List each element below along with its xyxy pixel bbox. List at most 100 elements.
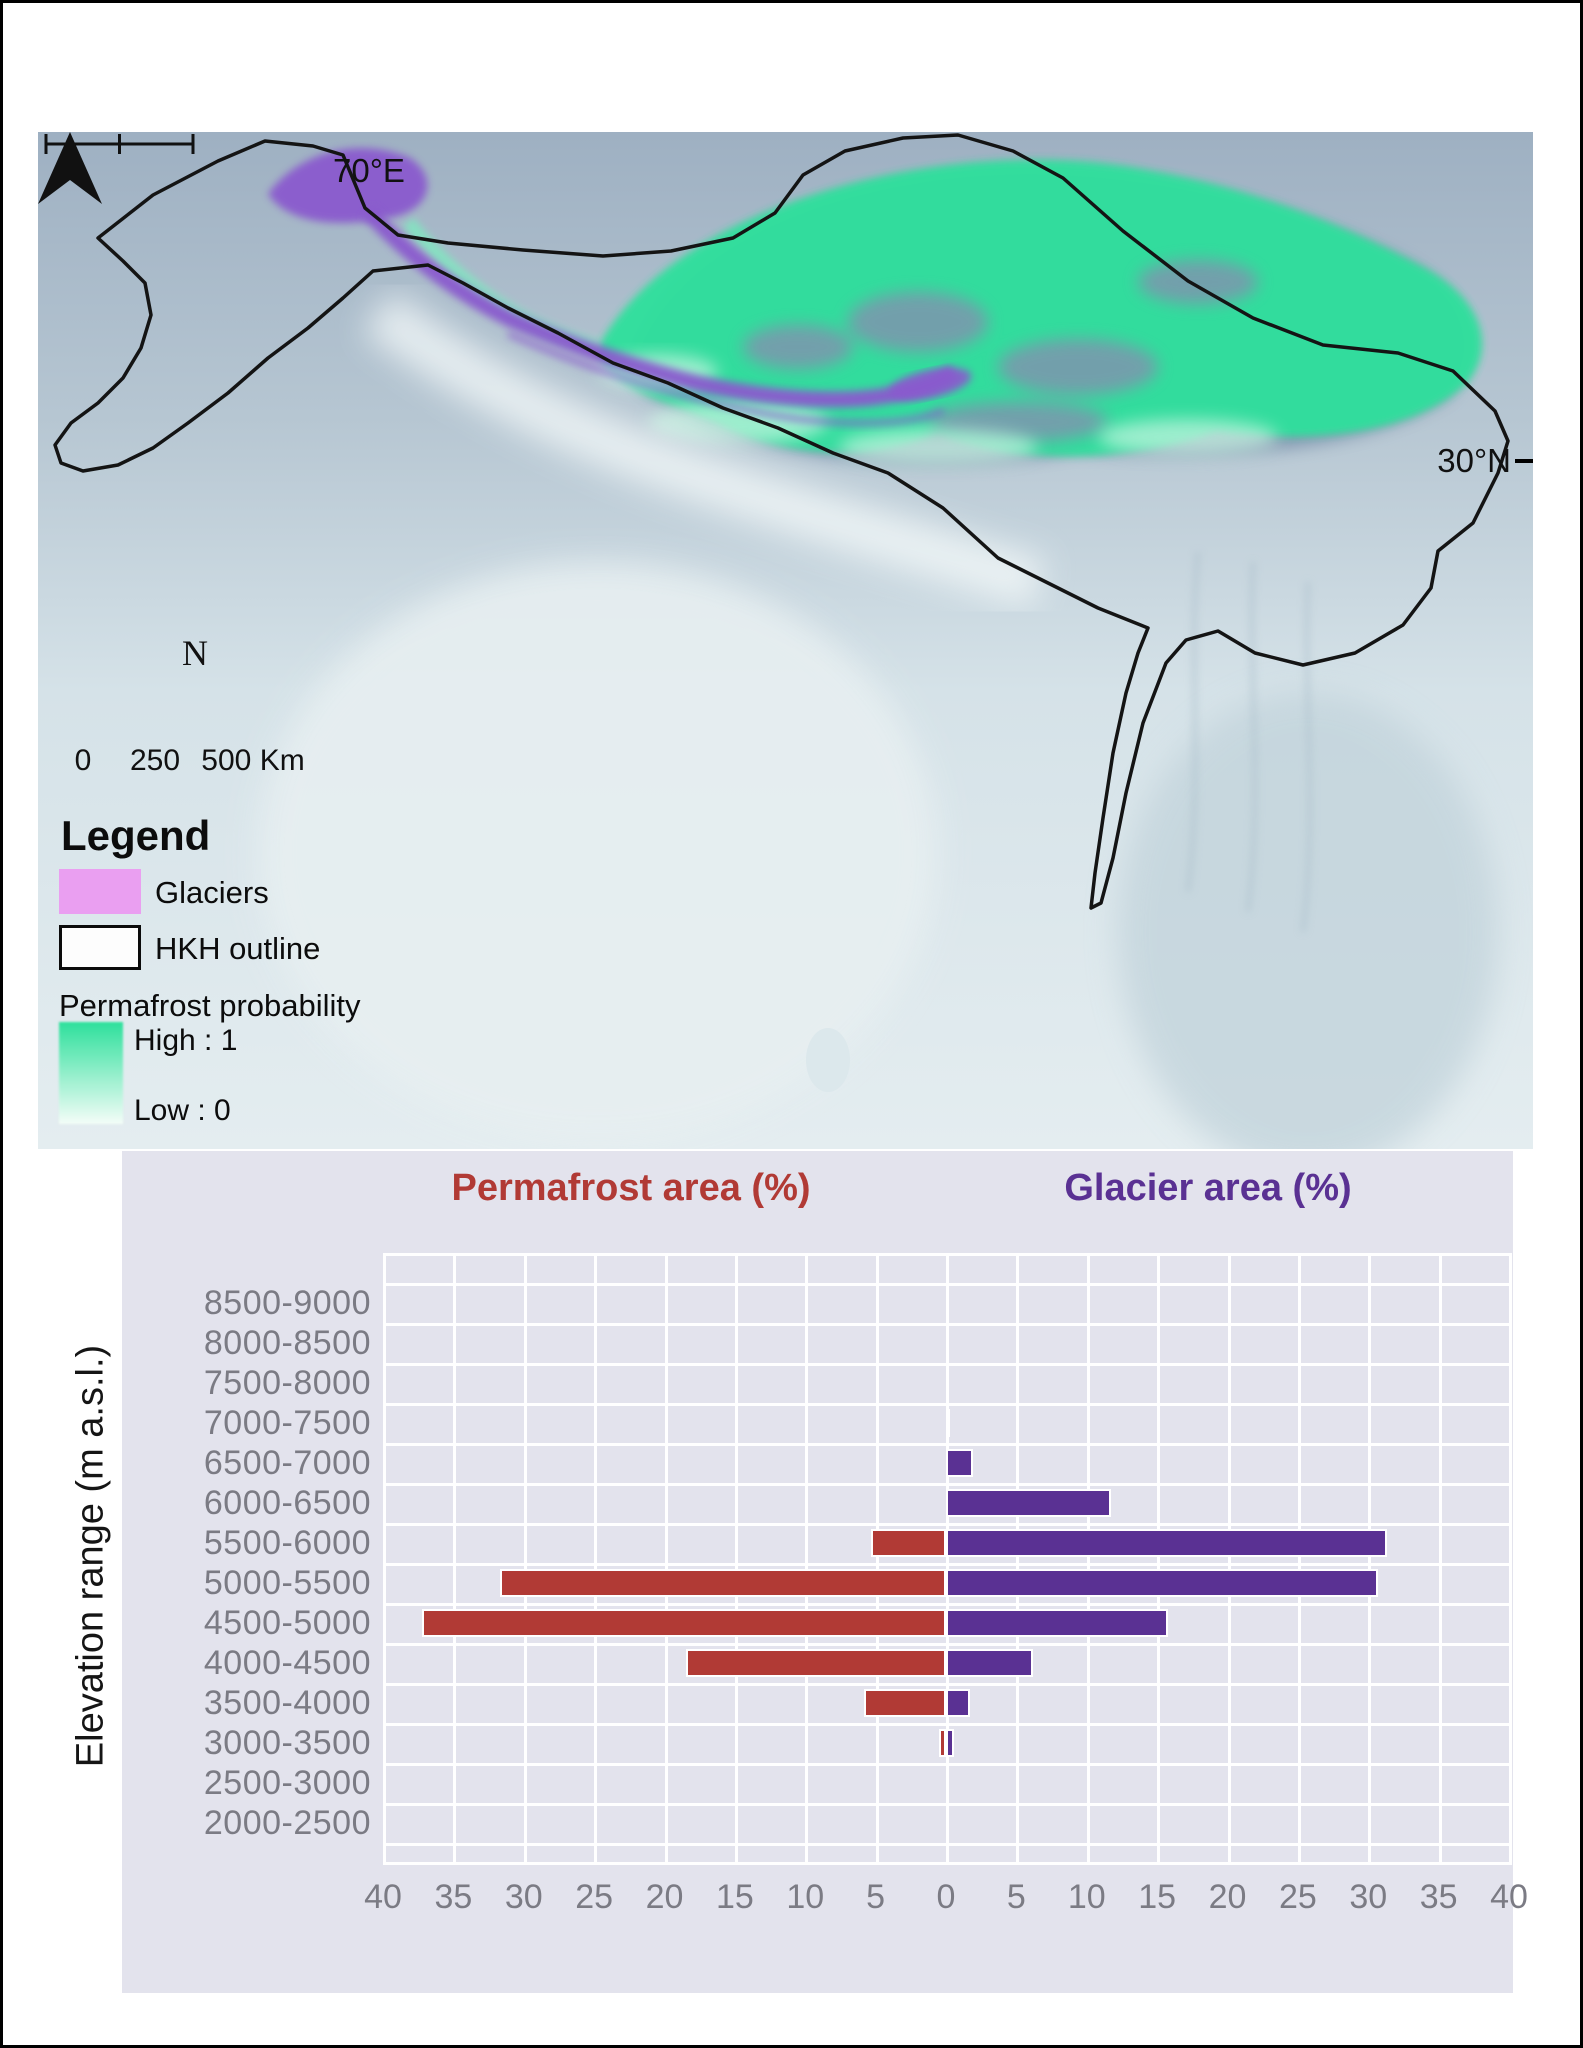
elevation-row-label: 8500-9000	[203, 1284, 371, 1322]
gridline-vertical	[1509, 1253, 1512, 1865]
gridline-horizontal	[383, 1803, 1509, 1806]
gangetic-plain	[362, 291, 1046, 609]
bar-row	[383, 1443, 1509, 1483]
gridline-horizontal	[383, 1253, 1509, 1256]
bar-row	[383, 1323, 1509, 1363]
gridline-vertical	[453, 1253, 457, 1865]
gridline-horizontal	[383, 1723, 1509, 1726]
bar-row	[383, 1763, 1509, 1803]
gridline-horizontal	[383, 1483, 1509, 1486]
x-tick-label: 10	[786, 1878, 825, 1916]
glacier-bar	[946, 1489, 1111, 1517]
scalebar-icon	[44, 134, 195, 154]
gridline-vertical	[946, 1253, 949, 1865]
legend-ramp-high-label: High : 1	[134, 1024, 238, 1057]
sri-lanka	[806, 1028, 850, 1092]
gridline-vertical	[1438, 1253, 1442, 1865]
se-asia-hills	[1118, 692, 1498, 1149]
chart-title-glacier: Glacier area (%)	[1064, 1167, 1352, 1209]
gridline-vertical	[1016, 1253, 1020, 1865]
chart-title-permafrost: Permafrost area (%)	[451, 1167, 811, 1209]
gridline-vertical	[1157, 1253, 1161, 1865]
chart-panel: Permafrost area (%) Glacier area (%) 850…	[122, 1151, 1528, 1993]
se-ridges	[1186, 551, 1312, 933]
bar-row	[383, 1403, 1509, 1443]
scalebar-end: 500 Km	[201, 744, 305, 777]
permafrost-bar	[685, 1649, 946, 1677]
gridline-horizontal	[383, 1683, 1509, 1686]
x-axis-tick-labels: 40 35 30 25 20 15 10 5 0 5 10 15 20 25 30 35 40	[364, 1878, 1528, 1918]
hkh-outline	[53, 133, 1510, 910]
x-tick-label: 40	[1490, 1878, 1528, 1916]
bar-row	[383, 1563, 1509, 1603]
bar-row	[383, 1603, 1509, 1643]
gridline-vertical	[1227, 1253, 1231, 1865]
x-tick-label: 35	[434, 1878, 473, 1916]
gridline-horizontal	[383, 1603, 1509, 1606]
bar-row	[383, 1523, 1509, 1563]
x-tick-label: 30	[1349, 1878, 1388, 1916]
legend-outline-swatch	[59, 925, 141, 970]
scalebar-mid: 250	[129, 744, 181, 777]
map-region: 70°E 30°N N 0 250 500 Km Legend Glaciers	[38, 132, 1533, 1149]
elevation-row-label: 2000-2500	[203, 1804, 371, 1842]
x-tick-label: 40	[364, 1878, 402, 1916]
gridline-vertical	[523, 1253, 527, 1865]
gridline-horizontal	[383, 1862, 1509, 1865]
north-arrow-icon	[38, 132, 102, 204]
bar-row	[383, 1483, 1509, 1523]
bar-rows	[383, 1283, 1509, 1843]
y-axis-title: Elevation range (m a.s.l.)	[69, 1344, 112, 1768]
bar-row	[383, 1723, 1509, 1763]
elevation-row-label: 5000-5500	[203, 1564, 371, 1602]
x-tick-label: 35	[1419, 1878, 1458, 1916]
north-label: N	[182, 633, 208, 673]
permafrost-extent	[598, 159, 1483, 457]
x-tick-label: 30	[504, 1878, 543, 1916]
gridline-vertical	[1368, 1253, 1372, 1865]
longitude-label: 70°E	[333, 152, 405, 189]
plateau-patches	[743, 260, 1258, 442]
permafrost-bar	[499, 1569, 946, 1597]
gridline-vertical	[875, 1253, 879, 1865]
x-tick-label: 20	[1208, 1878, 1247, 1916]
elevation-row-label: 2500-3000	[203, 1764, 371, 1802]
legend-title: Legend	[61, 812, 211, 859]
glacier-bar	[946, 1689, 970, 1717]
legend-ramp-low-label: Low : 0	[134, 1094, 231, 1127]
x-tick-label: 25	[1278, 1878, 1317, 1916]
elevation-row-label: 7000-7500	[203, 1404, 371, 1442]
scalebar-labels: 0 250 500 Km	[38, 744, 368, 780]
gridline-horizontal	[383, 1323, 1509, 1326]
gridline-vertical	[1086, 1253, 1090, 1865]
elevation-row-label: 8000-8500	[203, 1324, 371, 1362]
legend-glacier-swatch	[59, 869, 141, 914]
bar-row	[383, 1803, 1509, 1843]
gridline-vertical	[1297, 1253, 1301, 1865]
glacier-nw-cluster	[268, 148, 428, 223]
gridline-vertical	[594, 1253, 598, 1865]
bar-row	[383, 1643, 1509, 1683]
x-tick-label: 10	[1067, 1878, 1106, 1916]
elevation-row-label: 6000-6500	[203, 1484, 371, 1522]
glacier-bar	[946, 1729, 955, 1757]
x-tick-label: 0	[936, 1878, 956, 1916]
elevation-row-label: 5500-6000	[203, 1524, 371, 1562]
gridline-vertical	[805, 1253, 809, 1865]
gridline-horizontal	[383, 1403, 1509, 1406]
elevation-row-label: 6500-7000	[203, 1444, 371, 1482]
glacier-bar	[946, 1649, 1034, 1677]
india-landmass	[258, 562, 938, 1142]
legend-glacier-label: Glaciers	[155, 875, 269, 910]
permafrost-bar	[864, 1689, 946, 1717]
elevation-row-label: 3000-3500	[203, 1724, 371, 1762]
latitude-tick	[1515, 459, 1533, 463]
elevation-row-label: 3500-4000	[203, 1684, 371, 1722]
elevation-row-label: 4000-4500	[203, 1644, 371, 1682]
legend-permafrost-ramp	[59, 1022, 123, 1124]
glacier-bar	[946, 1609, 1169, 1637]
x-tick-label: 5	[866, 1878, 886, 1916]
gridline-horizontal	[383, 1563, 1509, 1566]
gridline-vertical	[734, 1253, 738, 1865]
